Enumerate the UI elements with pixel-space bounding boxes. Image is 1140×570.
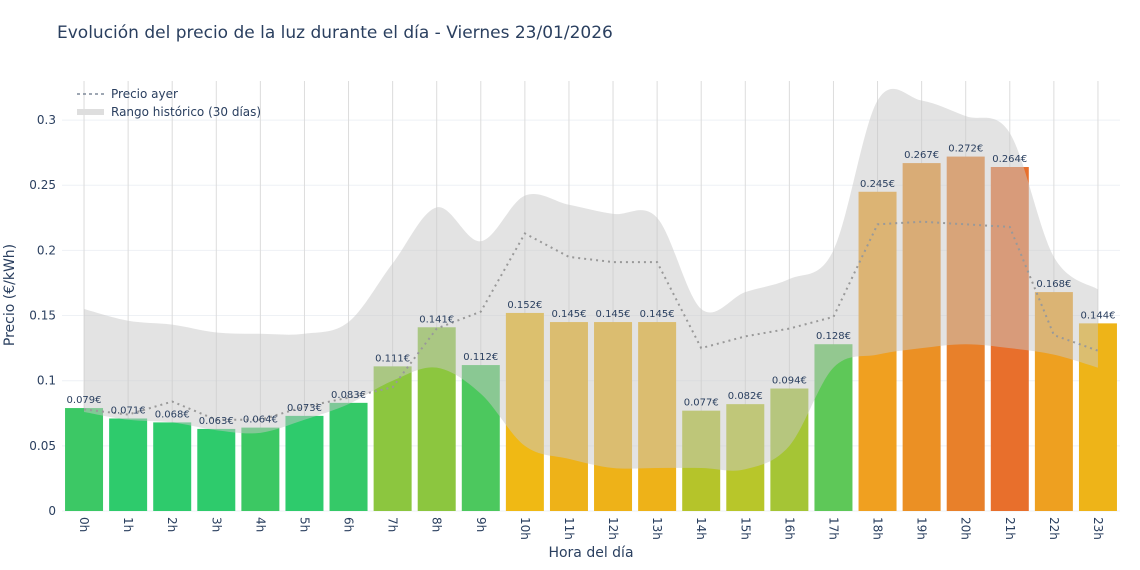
bar-data-label: 0.082€ <box>728 391 763 402</box>
bar-data-label: 0.071€ <box>111 405 146 416</box>
bar-data-label: 0.073€ <box>287 403 322 414</box>
y-tick-label: 0 <box>48 504 56 518</box>
bar-0h <box>65 408 104 511</box>
yesterday-price-line <box>83 220 1099 421</box>
x-tick-label: 8h <box>430 517 444 532</box>
bar-data-label: 0.128€ <box>816 331 851 342</box>
x-tick-label: 22h <box>1047 517 1061 540</box>
historical-range-band <box>84 88 1098 471</box>
bar-data-label: 0.064€ <box>243 415 278 426</box>
bar-data-label: 0.145€ <box>596 309 631 320</box>
legend[interactable]: Precio ayer Rango histórico (30 días) <box>77 87 261 119</box>
bar-data-label: 0.079€ <box>67 395 102 406</box>
bar-data-label: 0.245€ <box>860 179 895 190</box>
y-tick-label: 0.3 <box>37 113 56 127</box>
bar-data-label: 0.112€ <box>463 352 498 363</box>
bar-data-label: 0.168€ <box>1036 279 1071 290</box>
y-tick-label: 0.05 <box>29 439 56 453</box>
bar-1h <box>109 418 148 511</box>
bar-data-label: 0.141€ <box>419 314 454 325</box>
bar-data-label: 0.068€ <box>155 409 190 420</box>
x-tick-label: 20h <box>959 517 973 540</box>
bar-3h <box>197 428 236 511</box>
x-tick-label: 4h <box>253 517 267 532</box>
legend-item-rango-historico[interactable]: Rango histórico (30 días) <box>111 105 261 119</box>
y-axis-label: Precio (€/kWh) <box>2 244 18 346</box>
y-tick-label: 0.15 <box>29 309 56 323</box>
x-tick-label: 2h <box>165 517 179 532</box>
y-tick-label: 0.2 <box>37 243 56 257</box>
x-tick-label: 16h <box>782 517 796 540</box>
x-tick-label: 21h <box>1003 517 1017 540</box>
bar-data-label: 0.264€ <box>992 154 1027 165</box>
x-tick-label: 23h <box>1091 517 1105 540</box>
x-tick-label: 3h <box>209 517 223 532</box>
legend-item-precio-ayer[interactable]: Precio ayer <box>111 87 178 101</box>
x-tick-label: 9h <box>474 517 488 532</box>
bar-data-label: 0.267€ <box>904 150 939 161</box>
x-tick-label: 6h <box>342 517 356 532</box>
bar-data-label: 0.063€ <box>199 416 234 427</box>
x-tick-label: 19h <box>915 517 929 540</box>
x-tick-label: 12h <box>606 517 620 540</box>
bar-data-label: 0.144€ <box>1080 310 1115 321</box>
x-tick-label: 17h <box>826 517 840 540</box>
bar-data-label: 0.152€ <box>507 300 542 311</box>
x-tick-label: 13h <box>650 517 664 540</box>
bar-data-label: 0.272€ <box>948 144 983 155</box>
x-tick-label: 0h <box>77 517 91 532</box>
bar-data-label: 0.111€ <box>375 353 410 364</box>
x-tick-label: 7h <box>386 517 400 532</box>
x-tick-label: 11h <box>562 517 576 540</box>
x-tick-label: 5h <box>297 517 311 532</box>
bar-6h <box>329 402 368 511</box>
bar-data-label: 0.077€ <box>684 398 719 409</box>
bar-data-label: 0.145€ <box>551 309 586 320</box>
bar-data-label: 0.094€ <box>772 376 807 387</box>
x-tick-label: 15h <box>738 517 752 540</box>
bar-2h <box>153 422 192 511</box>
bar-4h <box>241 427 280 511</box>
x-axis-label: Hora del día <box>548 545 633 561</box>
bar-7h <box>373 366 412 511</box>
y-tick-label: 0.25 <box>29 178 56 192</box>
bar-5h <box>285 415 324 511</box>
x-tick-label: 1h <box>121 517 135 532</box>
x-tick-label: 10h <box>518 517 532 540</box>
x-tick-label: 14h <box>694 517 708 540</box>
chart-title: Evolución del precio de la luz durante e… <box>57 23 613 43</box>
bar-data-label: 0.145€ <box>640 309 675 320</box>
bar-data-label: 0.083€ <box>331 390 366 401</box>
x-tick-label: 18h <box>871 517 885 540</box>
y-tick-label: 0.1 <box>37 374 56 388</box>
